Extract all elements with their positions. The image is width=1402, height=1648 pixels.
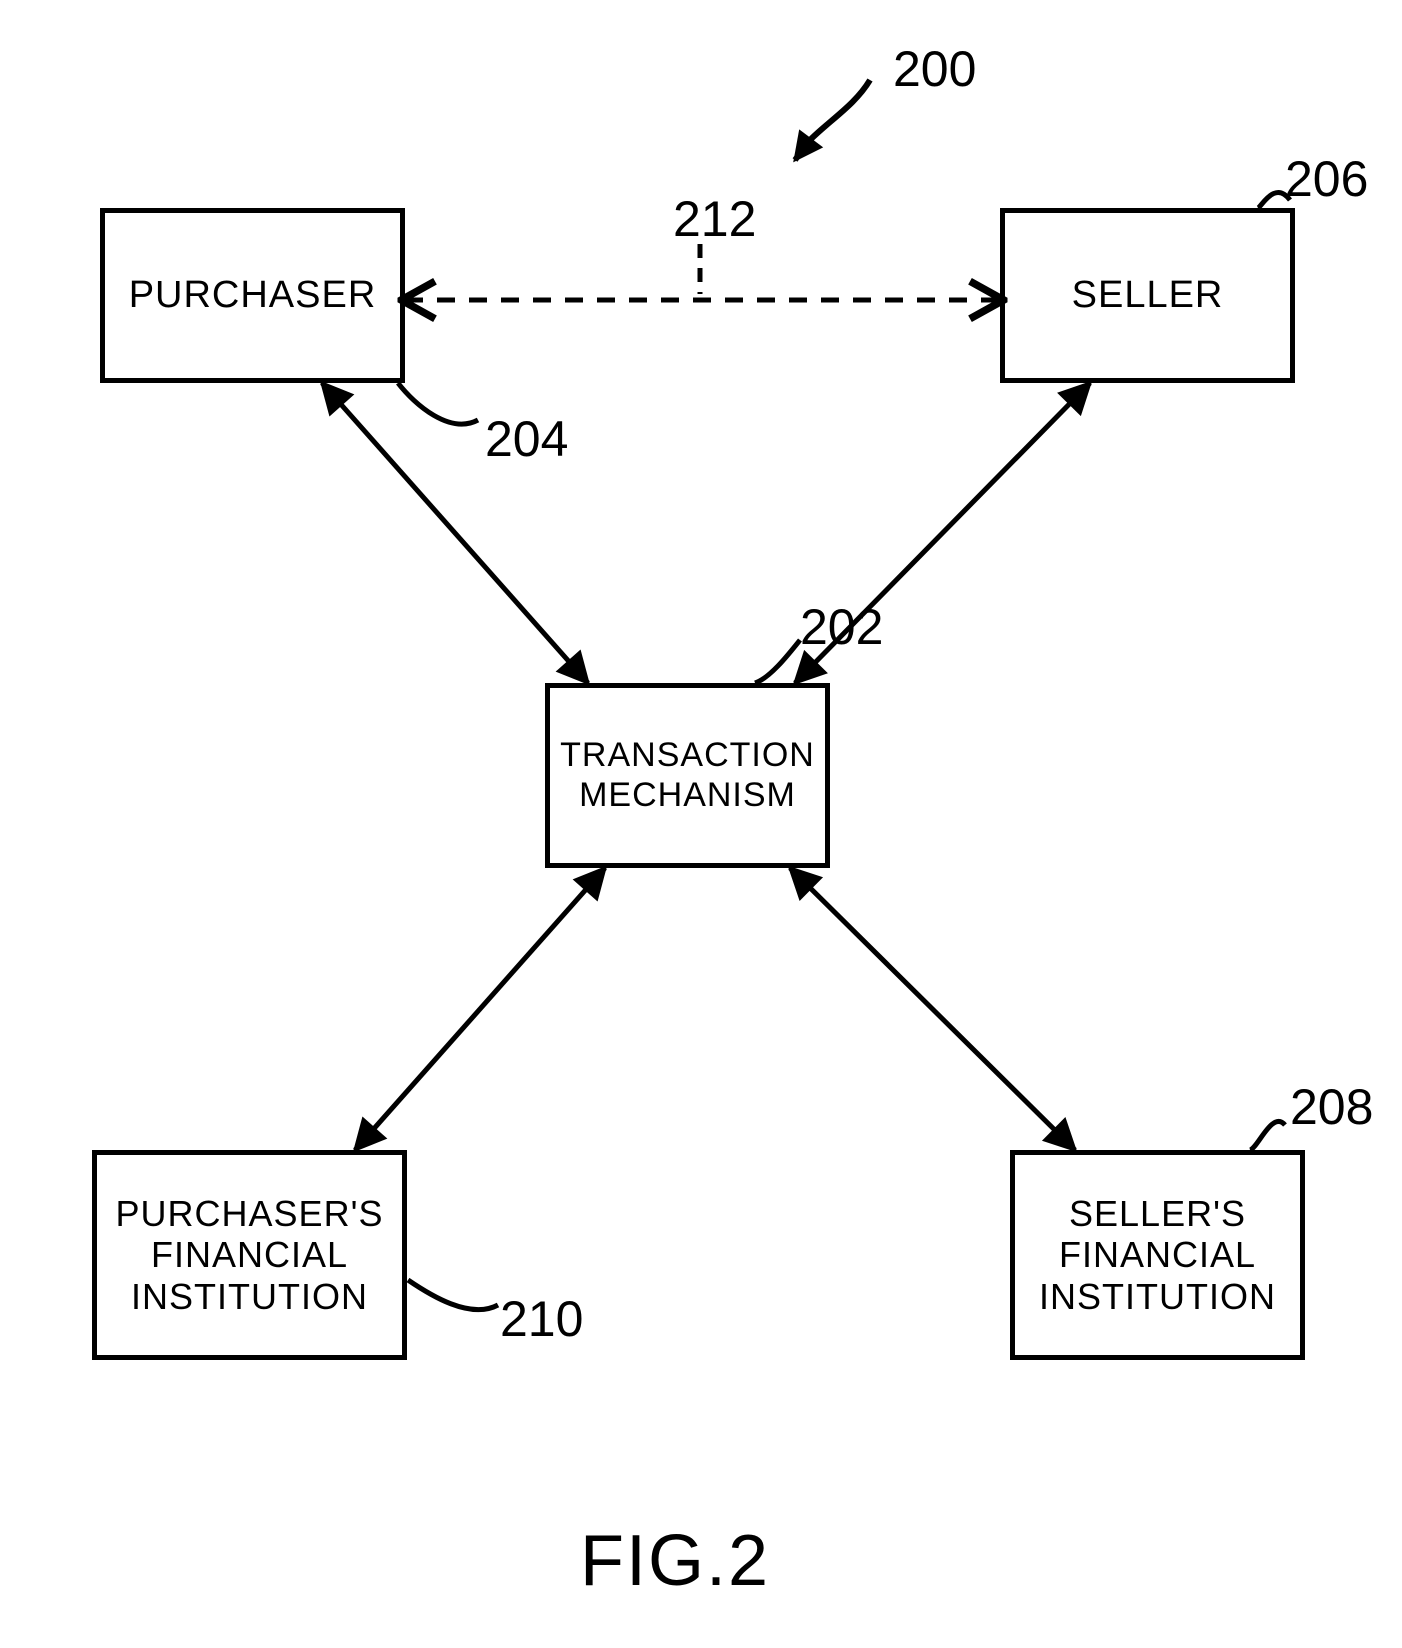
node-label: PURCHASER: [129, 274, 377, 318]
edge-purchaserfi-transaction: [355, 868, 605, 1150]
ref-200: 200: [893, 40, 976, 98]
node-seller: SELLER: [1000, 208, 1295, 383]
ref-204: 204: [485, 410, 568, 468]
node-label: PURCHASER'S FINANCIAL INSTITUTION: [116, 1193, 384, 1317]
node-label: TRANSACTION MECHANISM: [560, 736, 815, 814]
transaction-flowchart: PURCHASER SELLER TRANSACTION MECHANISM P…: [0, 0, 1402, 1648]
edge-sellerfi-transaction: [790, 868, 1075, 1150]
ref-206: 206: [1285, 150, 1368, 208]
figure-caption: FIG.2: [580, 1520, 770, 1602]
ref-212: 212: [673, 190, 756, 248]
ref-202: 202: [800, 598, 883, 656]
leader-210: [408, 1280, 498, 1310]
leader-200: [795, 80, 870, 160]
node-label: SELLER: [1072, 274, 1224, 318]
node-purchaser: PURCHASER: [100, 208, 405, 383]
leader-202: [755, 640, 800, 683]
leader-208: [1250, 1122, 1285, 1150]
ref-210: 210: [500, 1290, 583, 1348]
node-label: SELLER'S FINANCIAL INSTITUTION: [1039, 1193, 1276, 1317]
ref-208: 208: [1290, 1078, 1373, 1136]
node-seller-fi: SELLER'S FINANCIAL INSTITUTION: [1010, 1150, 1305, 1360]
leader-204: [398, 383, 478, 424]
node-purchaser-fi: PURCHASER'S FINANCIAL INSTITUTION: [92, 1150, 407, 1360]
node-transaction-mechanism: TRANSACTION MECHANISM: [545, 683, 830, 868]
